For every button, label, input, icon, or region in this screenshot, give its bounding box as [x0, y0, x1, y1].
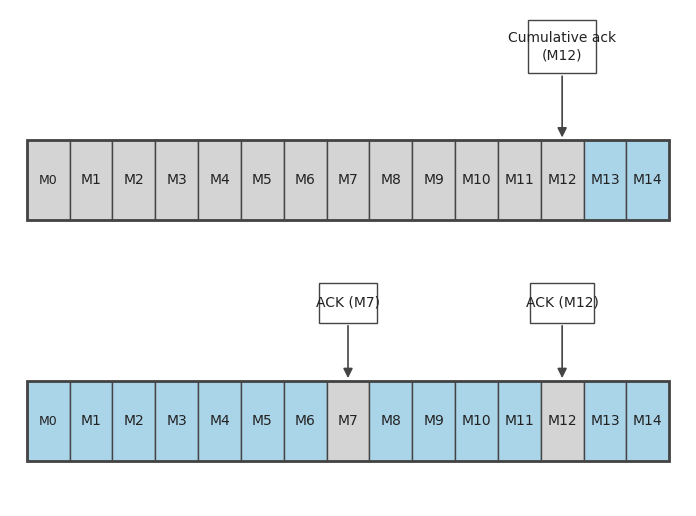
Text: M5: M5 [252, 414, 273, 428]
Bar [155, 140, 198, 220]
Bar [583, 140, 626, 220]
Text: M6: M6 [294, 414, 315, 428]
Text: M2: M2 [123, 414, 144, 428]
Bar [412, 381, 455, 461]
Bar [326, 381, 370, 461]
Bar [455, 381, 498, 461]
Text: M7: M7 [338, 414, 358, 428]
Bar [26, 140, 670, 220]
Bar [412, 140, 455, 220]
Text: M0: M0 [39, 174, 58, 187]
Bar [113, 140, 155, 220]
Text: M2: M2 [123, 173, 144, 187]
Bar [155, 381, 198, 461]
Text: M3: M3 [166, 173, 187, 187]
Text: M14: M14 [633, 173, 663, 187]
Text: M6: M6 [294, 173, 315, 187]
Bar [326, 140, 370, 220]
Text: M9: M9 [423, 173, 444, 187]
Text: M1: M1 [81, 414, 102, 428]
Text: M8: M8 [381, 173, 402, 187]
Text: M11: M11 [505, 414, 535, 428]
Text: M10: M10 [461, 173, 491, 187]
Bar [26, 140, 70, 220]
Text: M3: M3 [166, 414, 187, 428]
Bar [541, 140, 583, 220]
Bar [528, 20, 596, 73]
Bar [626, 381, 670, 461]
Text: M8: M8 [381, 414, 402, 428]
Text: M12: M12 [547, 414, 577, 428]
Bar [198, 381, 241, 461]
Bar [541, 381, 583, 461]
Text: M10: M10 [461, 414, 491, 428]
Bar [370, 140, 412, 220]
Bar [319, 283, 377, 323]
Bar [26, 381, 70, 461]
Text: M4: M4 [209, 414, 230, 428]
Text: M14: M14 [633, 414, 663, 428]
Text: M0: M0 [39, 414, 58, 428]
Text: Cumulative ack
(M12): Cumulative ack (M12) [508, 31, 616, 62]
Text: M13: M13 [590, 173, 620, 187]
Text: ACK (M7): ACK (M7) [316, 296, 380, 310]
Bar [26, 381, 670, 461]
Bar [370, 381, 412, 461]
Text: M1: M1 [81, 173, 102, 187]
Text: M11: M11 [505, 173, 535, 187]
Bar [70, 381, 113, 461]
Bar [498, 381, 541, 461]
Bar [498, 140, 541, 220]
Text: M7: M7 [338, 173, 358, 187]
Bar [113, 381, 155, 461]
Bar [241, 381, 284, 461]
Text: M12: M12 [547, 173, 577, 187]
Bar [583, 381, 626, 461]
Text: M4: M4 [209, 173, 230, 187]
Bar [626, 140, 670, 220]
Bar [284, 381, 326, 461]
Bar [530, 283, 594, 323]
Text: M13: M13 [590, 414, 620, 428]
Text: M9: M9 [423, 414, 444, 428]
Bar [241, 140, 284, 220]
Bar [284, 140, 326, 220]
Bar [198, 140, 241, 220]
Text: M5: M5 [252, 173, 273, 187]
Bar [70, 140, 113, 220]
Bar [455, 140, 498, 220]
Text: ACK (M12): ACK (M12) [525, 296, 599, 310]
